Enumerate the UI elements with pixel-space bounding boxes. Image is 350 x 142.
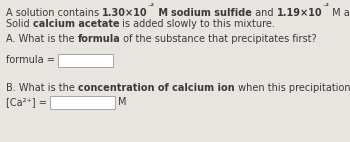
Text: is added slowly to this mixture.: is added slowly to this mixture. [119, 19, 275, 29]
Text: formula =: formula = [6, 55, 58, 65]
FancyBboxPatch shape [58, 54, 113, 67]
Text: A solution contains: A solution contains [6, 8, 102, 18]
FancyBboxPatch shape [50, 96, 115, 109]
Text: ⁻²: ⁻² [148, 5, 155, 11]
Text: sodium sulfide: sodium sulfide [171, 8, 252, 18]
Text: calcium acetate: calcium acetate [33, 19, 119, 29]
Text: Solid: Solid [6, 19, 33, 29]
Text: M: M [155, 8, 171, 18]
Text: and: and [252, 8, 276, 18]
Text: ⁻²: ⁻² [322, 5, 329, 11]
Text: concentration of calcium ion: concentration of calcium ion [78, 83, 234, 93]
Text: [Ca²⁺] =: [Ca²⁺] = [6, 97, 50, 107]
Text: 1.30×10: 1.30×10 [102, 8, 148, 18]
Text: of the substance that precipitates first?: of the substance that precipitates first… [120, 34, 317, 44]
Text: when this precipitation first begins?: when this precipitation first begins? [234, 83, 350, 93]
Text: formula: formula [78, 34, 120, 44]
Text: 1.19×10: 1.19×10 [276, 8, 322, 18]
Text: M ammonium fluoride: M ammonium fluoride [329, 8, 350, 18]
Text: A. What is the: A. What is the [6, 34, 78, 44]
Text: M: M [118, 97, 126, 107]
Text: B. What is the: B. What is the [6, 83, 78, 93]
